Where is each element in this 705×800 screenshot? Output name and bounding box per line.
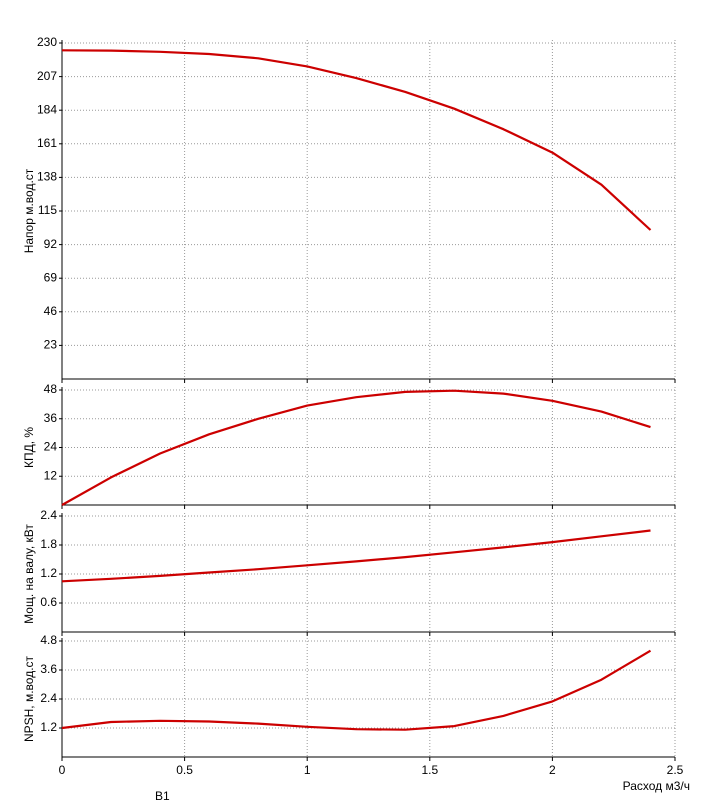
x-tick-label: 2 [549,763,556,777]
data-line [61,529,651,583]
y-tick-label: 92 [44,237,58,251]
y-tick-label: 207 [37,69,57,83]
y-tick-label: 69 [44,270,58,284]
x-tick-label: 0.5 [176,763,193,777]
y-tick-label: 24 [44,440,58,454]
x-tick-label: 2.5 [667,763,684,777]
x-tick-label: 0 [59,763,66,777]
y-tick-label: 230 [37,35,57,49]
y-tick-label: 3.6 [40,662,57,676]
x-tick-label: 1 [304,763,311,777]
x-axis-label: Расход м3/ч [623,779,690,793]
y-tick-label: 138 [37,170,57,184]
y-tick-label: 36 [44,411,58,425]
y-tick-label: 161 [37,136,57,150]
y-tick-label: 4.8 [40,633,57,647]
y-axis-label: Мощ. на валу, кВт [22,524,36,624]
y-tick-label: 12 [44,468,58,482]
data-line [61,389,651,506]
y-tick-label: 23 [44,338,58,352]
y-tick-label: 1.2 [40,566,57,580]
y-tick-label: 48 [44,382,58,396]
y-axis-label: NPSH, м.вод.ст [22,655,36,742]
y-tick-label: 1.2 [40,720,57,734]
y-tick-label: 0.6 [40,595,57,609]
series-label: B1 [155,789,170,800]
x-tick-label: 1.5 [421,763,438,777]
data-line [61,49,652,231]
y-axis-label: КПД, % [22,427,36,468]
y-tick-label: 2.4 [40,691,57,705]
data-line [61,649,652,731]
y-tick-label: 46 [44,304,58,318]
y-tick-label: 1.8 [40,537,57,551]
y-axis-label: Напор м.вод.ст [22,168,36,253]
y-tick-label: 2.4 [40,508,57,522]
y-tick-label: 184 [37,102,57,116]
y-tick-label: 115 [38,203,57,217]
